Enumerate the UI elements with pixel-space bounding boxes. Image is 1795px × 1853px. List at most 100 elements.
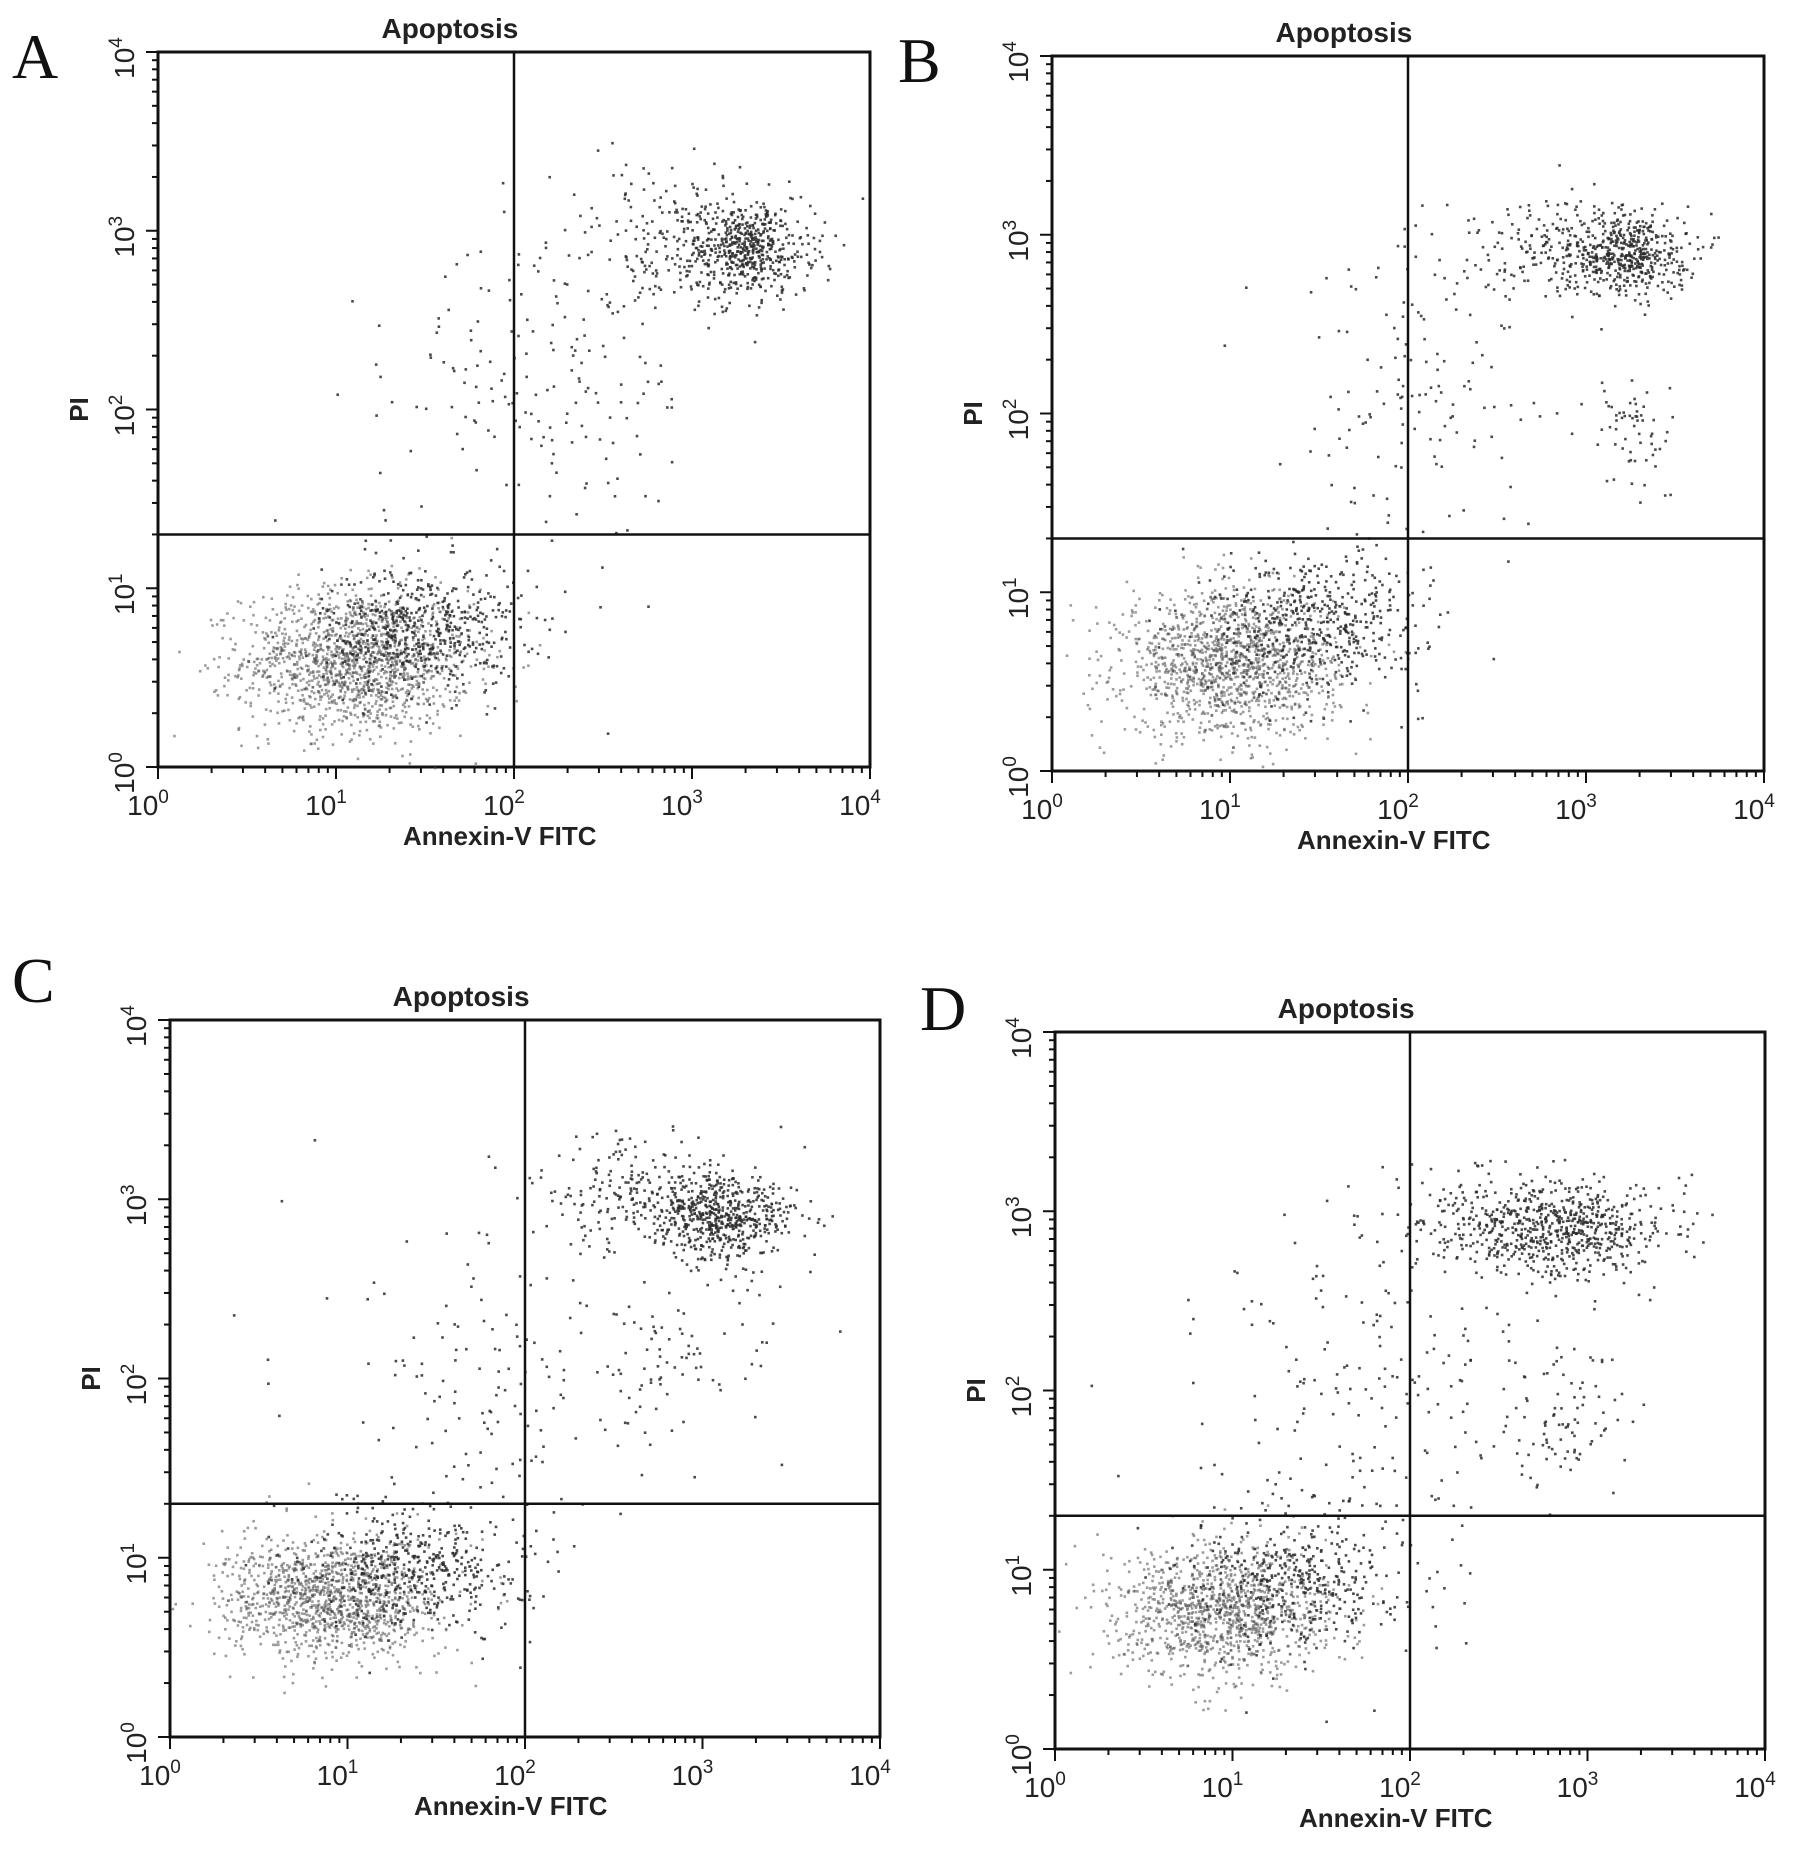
data-point bbox=[356, 632, 360, 636]
data-point bbox=[311, 643, 315, 647]
data-point bbox=[670, 406, 674, 409]
data-point bbox=[303, 637, 306, 640]
data-point bbox=[695, 221, 699, 224]
data-point bbox=[1219, 735, 1223, 739]
data-point bbox=[238, 695, 242, 699]
data-point bbox=[236, 676, 239, 679]
data-point bbox=[287, 708, 290, 712]
data-point bbox=[723, 253, 726, 256]
data-point bbox=[1136, 665, 1140, 668]
data-point bbox=[820, 255, 824, 259]
data-point bbox=[330, 589, 334, 593]
data-point bbox=[310, 706, 313, 709]
data-point bbox=[1349, 623, 1352, 626]
data-point bbox=[1233, 666, 1237, 669]
data-point bbox=[752, 246, 755, 250]
data-point bbox=[738, 226, 742, 229]
data-point bbox=[337, 696, 341, 700]
data-point bbox=[1225, 671, 1229, 675]
data-point bbox=[401, 606, 404, 610]
data-point bbox=[1306, 684, 1309, 687]
data-point bbox=[315, 661, 319, 664]
data-point bbox=[302, 697, 306, 701]
data-point bbox=[370, 608, 374, 612]
data-point bbox=[336, 591, 339, 595]
data-point bbox=[700, 245, 704, 248]
data-point bbox=[756, 240, 760, 244]
data-point bbox=[475, 468, 478, 472]
data-point bbox=[468, 569, 472, 573]
data-point bbox=[380, 632, 383, 636]
data-point bbox=[449, 669, 453, 673]
data-point bbox=[393, 667, 397, 670]
data-point bbox=[809, 204, 812, 208]
data-point bbox=[471, 618, 475, 621]
data-point bbox=[388, 652, 392, 655]
data-point bbox=[1222, 632, 1226, 635]
data-point bbox=[370, 646, 373, 649]
data-point bbox=[754, 278, 758, 281]
data-point bbox=[1190, 596, 1193, 600]
data-point bbox=[1188, 601, 1192, 605]
data-point bbox=[1437, 625, 1441, 629]
data-point bbox=[1325, 703, 1328, 706]
data-point bbox=[1174, 609, 1177, 613]
data-point bbox=[1214, 627, 1217, 631]
data-point bbox=[1252, 661, 1255, 665]
data-point bbox=[288, 686, 291, 690]
data-point bbox=[646, 243, 650, 246]
data-point bbox=[213, 690, 216, 694]
data-point bbox=[766, 236, 770, 240]
data-point bbox=[368, 670, 371, 673]
data-point bbox=[326, 631, 330, 635]
data-point bbox=[268, 675, 271, 678]
data-point bbox=[322, 678, 326, 682]
data-point bbox=[764, 223, 767, 226]
data-point bbox=[1415, 682, 1418, 686]
data-point bbox=[542, 435, 545, 439]
data-point bbox=[1263, 573, 1266, 577]
data-point bbox=[1326, 627, 1329, 631]
data-point bbox=[721, 176, 725, 180]
data-point bbox=[1417, 647, 1420, 650]
data-point bbox=[490, 629, 493, 633]
data-point bbox=[385, 670, 389, 674]
data-point bbox=[1237, 635, 1241, 638]
data-point bbox=[1194, 625, 1198, 628]
data-point bbox=[326, 639, 329, 643]
data-point bbox=[773, 272, 776, 275]
data-point bbox=[342, 647, 345, 651]
data-point bbox=[382, 508, 386, 512]
data-point bbox=[630, 268, 633, 271]
data-point bbox=[359, 637, 363, 641]
data-point bbox=[1585, 258, 1588, 262]
data-point bbox=[821, 234, 824, 238]
data-point bbox=[354, 640, 358, 644]
data-point bbox=[379, 726, 383, 729]
data-point bbox=[1310, 655, 1314, 658]
data-point bbox=[1088, 629, 1091, 632]
data-point bbox=[217, 665, 220, 669]
data-point bbox=[400, 665, 403, 668]
data-point bbox=[1574, 262, 1577, 265]
data-point bbox=[337, 647, 340, 651]
data-point bbox=[818, 250, 822, 254]
data-point bbox=[1158, 592, 1162, 595]
data-point bbox=[1333, 705, 1337, 708]
data-point bbox=[807, 242, 810, 245]
data-point bbox=[467, 635, 471, 639]
data-point bbox=[1276, 697, 1279, 701]
data-point bbox=[1181, 696, 1184, 700]
data-point bbox=[415, 611, 418, 614]
data-point bbox=[286, 642, 290, 645]
data-point bbox=[1343, 653, 1347, 657]
data-point bbox=[1249, 715, 1252, 718]
data-point bbox=[457, 628, 460, 632]
data-point bbox=[1175, 678, 1178, 681]
data-point bbox=[322, 630, 326, 634]
data-point bbox=[487, 289, 491, 292]
data-point bbox=[572, 193, 576, 196]
data-point bbox=[471, 643, 475, 646]
data-point bbox=[278, 684, 282, 687]
data-point bbox=[432, 695, 435, 698]
